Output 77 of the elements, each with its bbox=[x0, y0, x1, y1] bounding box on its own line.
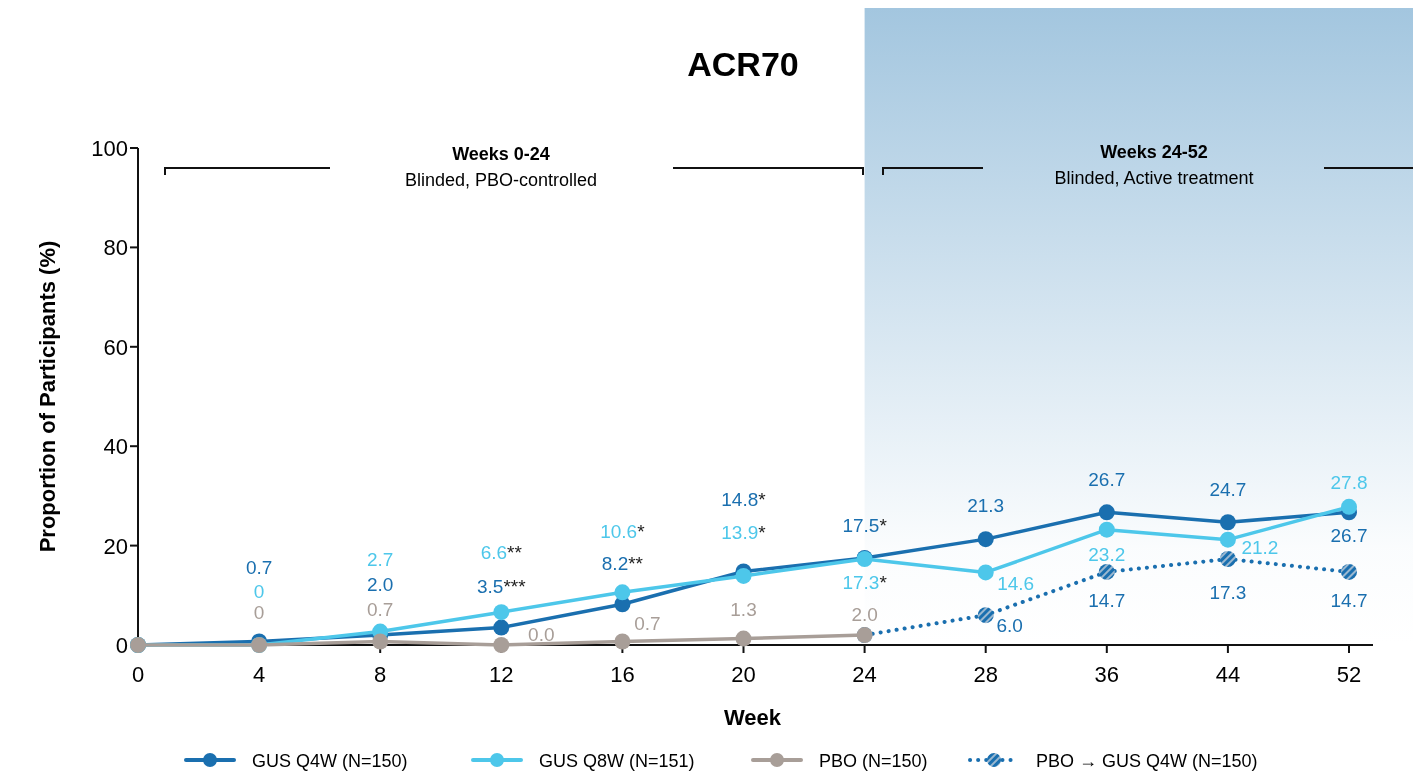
y-tick-label: 60 bbox=[103, 334, 128, 360]
y-tick-label: 20 bbox=[103, 533, 128, 559]
y-tick-label: 100 bbox=[91, 136, 128, 161]
data-label: 24.7 bbox=[1209, 479, 1247, 501]
point bbox=[614, 584, 631, 601]
data-label: 3.5*** bbox=[477, 575, 527, 597]
legend-label: PBO → GUS Q4W (N=150) bbox=[1036, 751, 1258, 771]
x-tick-label: 4 bbox=[252, 662, 266, 687]
point bbox=[1098, 521, 1115, 538]
data-label: 14.7 bbox=[1088, 589, 1126, 611]
legend-label: PBO (N=150) bbox=[819, 751, 928, 771]
x-tick-label: 24 bbox=[852, 662, 877, 687]
data-label: 6.0 bbox=[996, 615, 1023, 637]
point bbox=[493, 637, 510, 653]
point bbox=[1341, 563, 1357, 580]
data-label: 6.6** bbox=[480, 542, 523, 564]
data-label: 2.7 bbox=[366, 548, 394, 570]
point bbox=[977, 607, 994, 624]
point bbox=[735, 567, 752, 584]
data-label: 0.7 bbox=[245, 556, 273, 578]
data-label: 8.2** bbox=[601, 553, 644, 575]
point bbox=[977, 531, 994, 548]
data-label: 0 bbox=[253, 581, 265, 602]
data-label: 0 bbox=[253, 602, 265, 623]
point bbox=[1219, 531, 1236, 548]
data-label: 21.2 bbox=[1241, 536, 1279, 558]
data-label: 0.0 bbox=[528, 624, 555, 645]
data-label: 2.0 bbox=[851, 604, 878, 626]
data-label: 14.7 bbox=[1330, 589, 1368, 611]
x-tick-label: 52 bbox=[1336, 662, 1362, 687]
x-tick-label: 44 bbox=[1215, 662, 1241, 687]
data-label: 21.3 bbox=[967, 495, 1005, 517]
data-label: 10.6* bbox=[600, 521, 646, 543]
data-label: 26.7 bbox=[1330, 525, 1368, 547]
legend-label: GUS Q8W (N=151) bbox=[539, 751, 695, 771]
annotation: Blinded, Active treatment bbox=[1054, 168, 1254, 188]
x-tick-label: 20 bbox=[731, 662, 756, 687]
data-label: 14.6 bbox=[997, 573, 1035, 595]
data-label: 0.7 bbox=[366, 598, 394, 620]
data-label: 23.2 bbox=[1088, 543, 1126, 565]
legend-label: GUS Q4W (N=150) bbox=[252, 751, 408, 771]
point bbox=[493, 619, 510, 636]
x-tick-label: 28 bbox=[973, 662, 998, 687]
point bbox=[1098, 504, 1115, 521]
x-axis-title: Week bbox=[723, 705, 782, 730]
chart-title: ACR70 bbox=[687, 45, 799, 83]
point bbox=[372, 633, 389, 650]
data-label: 14.8* bbox=[721, 489, 767, 511]
point bbox=[1219, 551, 1236, 568]
data-label: 0.7 bbox=[634, 612, 661, 634]
x-tick-label: 8 bbox=[374, 662, 387, 687]
x-tick-label: 0 bbox=[131, 662, 145, 687]
x-tick-label: 36 bbox=[1094, 662, 1120, 687]
point bbox=[493, 604, 510, 621]
data-label: 17.3 bbox=[1209, 582, 1247, 604]
point bbox=[1219, 514, 1236, 531]
data-label: 13.9* bbox=[721, 521, 767, 543]
y-axis-title: Proportion of Participants (%) bbox=[35, 240, 60, 553]
data-label: 1.3 bbox=[730, 598, 757, 620]
data-label: 17.3* bbox=[842, 572, 888, 594]
point bbox=[1098, 563, 1115, 580]
data-label: 17.5* bbox=[842, 515, 888, 537]
data-label: 26.7 bbox=[1088, 469, 1126, 491]
y-tick-label: 80 bbox=[103, 235, 128, 261]
point bbox=[977, 564, 994, 581]
annotation: Weeks 0-24 bbox=[452, 144, 550, 164]
annotation: Weeks 24-52 bbox=[1100, 142, 1208, 162]
y-tick-label: 0 bbox=[115, 633, 128, 658]
x-tick-label: 12 bbox=[489, 662, 514, 687]
data-label: 27.8 bbox=[1330, 471, 1368, 493]
point bbox=[735, 630, 752, 647]
x-tick-label: 16 bbox=[610, 662, 635, 687]
data-label: 2.0 bbox=[366, 574, 394, 596]
annotation: Blinded, PBO-controlled bbox=[404, 170, 598, 190]
point bbox=[1341, 498, 1357, 515]
point bbox=[614, 633, 631, 650]
y-tick-label: 40 bbox=[103, 434, 128, 460]
